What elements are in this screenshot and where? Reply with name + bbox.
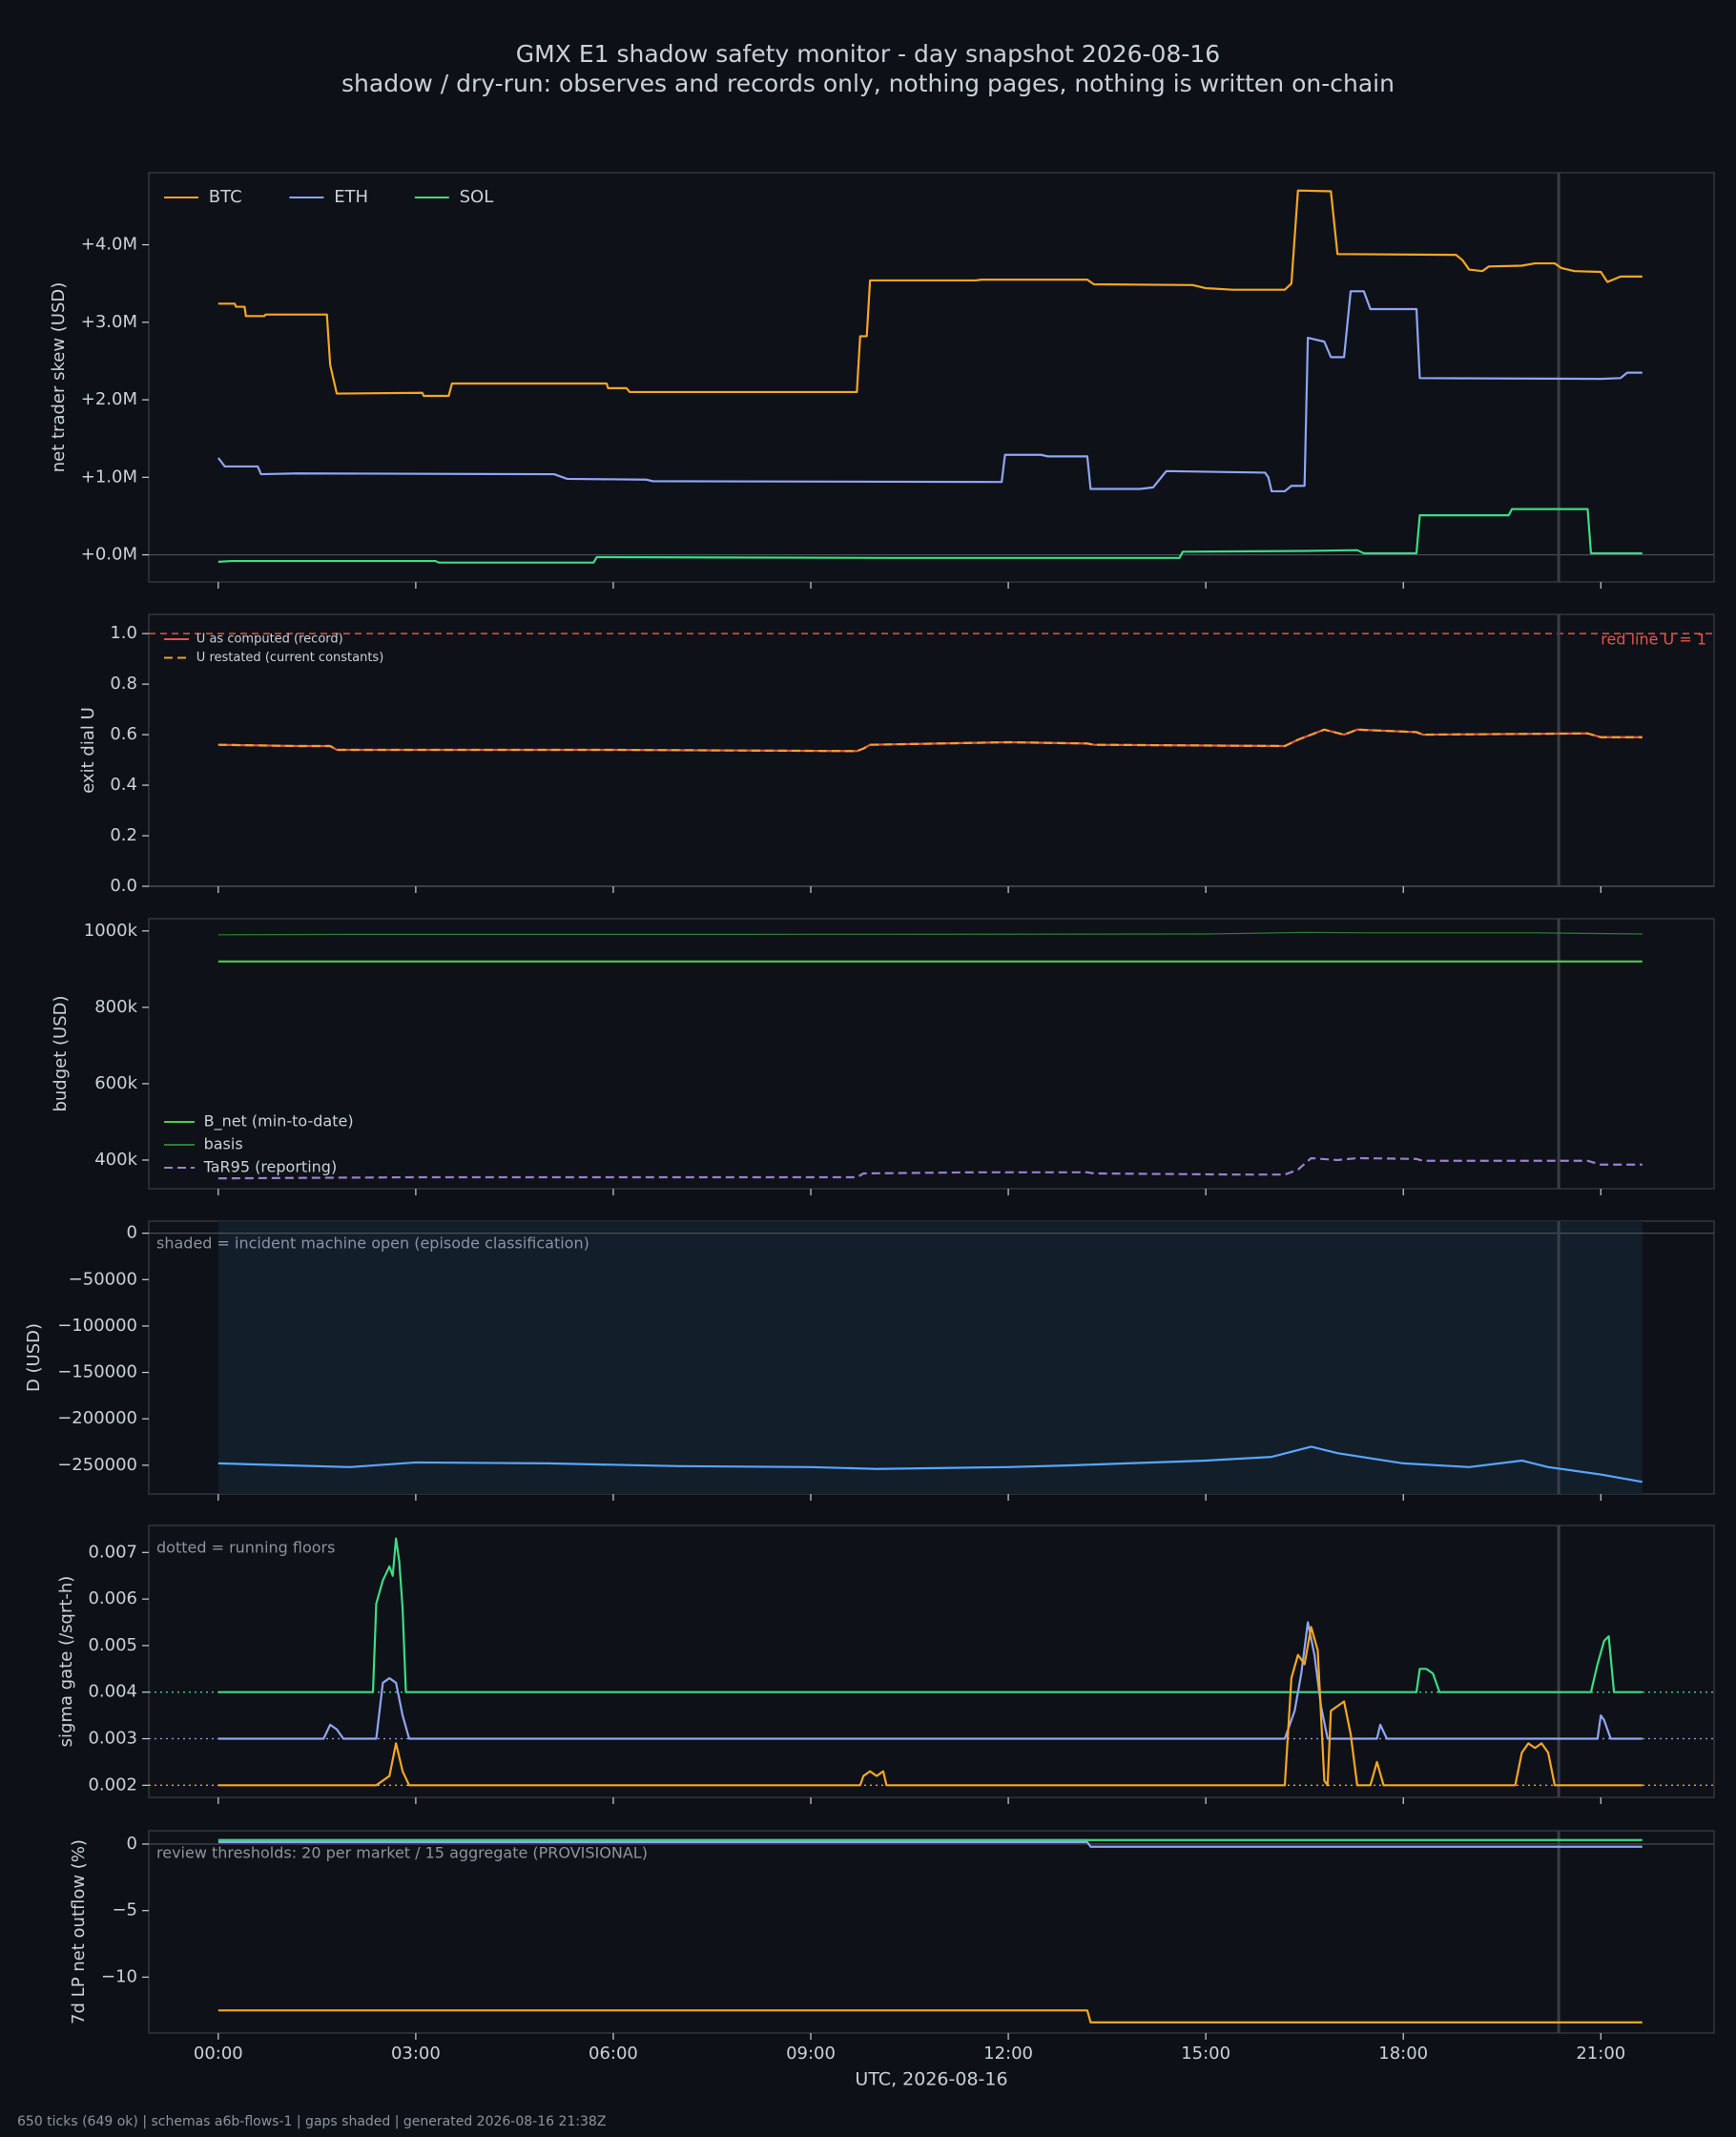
y-tick-label: −5	[112, 1900, 137, 1920]
y-axis-label: exit dial U	[78, 707, 98, 794]
x-tick-label: 18:00	[1378, 2044, 1428, 2064]
legend-label: ETH	[334, 187, 368, 207]
series-line	[217, 1445, 1643, 1483]
y-tick-label: +2.0M	[81, 389, 137, 409]
y-tick-label: 0.003	[88, 1729, 137, 1749]
y-tick-label: 1.0	[110, 623, 137, 643]
x-tick-label: 03:00	[391, 2044, 441, 2064]
series-line	[217, 1840, 1643, 1848]
y-tick-label: 0.0	[110, 876, 137, 896]
y-tick-label: −150000	[57, 1362, 137, 1382]
footer: 650 ticks (649 ok) | schemas a6b-flows-1…	[17, 2114, 606, 2129]
y-tick-label: 0.8	[110, 674, 137, 694]
y-tick-label: −200000	[57, 1408, 137, 1428]
y-axis-label: D (USD)	[24, 1323, 44, 1392]
y-tick-label: −100000	[57, 1316, 137, 1336]
legend-label: B_net (min-to-date)	[204, 1112, 354, 1131]
axes-frame	[148, 918, 1715, 1190]
reference-label: red line U = 1	[1601, 631, 1706, 649]
annotation: shaded = incident machine open (episode …	[156, 1234, 589, 1253]
y-tick-label: 600k	[94, 1073, 137, 1093]
panel: 400k 600k 800k 1000k B_net (min-to-date) basi…	[51, 918, 1715, 1195]
axes-frame	[148, 1830, 1715, 2034]
series-line	[217, 1626, 1643, 1787]
y-tick-label: 0.4	[110, 775, 137, 795]
y-tick-label: 0	[127, 1223, 137, 1243]
y-tick-label: 0.006	[88, 1588, 137, 1608]
y-tick-label: 1000k	[84, 921, 138, 941]
panel: −10 −5 0 review thresholds: 20 per market /…	[69, 1830, 1715, 2040]
legend-label: U as computed (record)	[196, 633, 343, 647]
y-tick-label: +3.0M	[81, 312, 137, 332]
y-tick-label: +4.0M	[81, 235, 137, 255]
x-tick-label: 12:00	[983, 2044, 1033, 2064]
legend-label: TaR95 (reporting)	[203, 1158, 338, 1176]
x-axis-label: UTC, 2026-08-16	[855, 2069, 1007, 2090]
series-line	[217, 1621, 1643, 1740]
legend-label: U restated (current constants)	[196, 651, 383, 665]
x-tick-label: 15:00	[1181, 2044, 1230, 2064]
series-line	[217, 728, 1643, 753]
y-tick-label: 0.2	[110, 825, 137, 845]
series-line	[217, 508, 1643, 564]
legend-label: SOL	[460, 187, 494, 207]
y-tick-label: 400k	[94, 1150, 137, 1170]
legend-label: basis	[204, 1135, 243, 1153]
x-tick-label: 21:00	[1576, 2044, 1625, 2064]
x-tick-label: 00:00	[194, 2044, 243, 2064]
y-axis-label: net trader skew (USD)	[49, 282, 69, 473]
y-tick-label: −50000	[69, 1269, 137, 1289]
panel: 0.002 0.003 0.004 0.005 0.006 0.007 dotted = r…	[56, 1525, 1715, 1804]
series-line	[217, 931, 1643, 936]
y-tick-label: −10	[101, 1966, 137, 1986]
panel: +0.0M +1.0M +2.0M +3.0M +4.0M BTC ETH SOL net tr…	[49, 172, 1715, 589]
series-line	[217, 189, 1643, 398]
y-axis-label: sigma gate (/sqrt-h)	[56, 1576, 76, 1748]
panel: 0.0 0.2 0.4 0.6 0.8 1.0 red line U = 1 U as com…	[78, 613, 1715, 896]
axes-frame	[148, 1525, 1715, 1798]
y-tick-label: +1.0M	[81, 467, 137, 487]
y-tick-label: 0	[127, 1834, 137, 1854]
series-line	[217, 1156, 1643, 1180]
series-line	[217, 290, 1643, 493]
annotation: dotted = running floors	[156, 1539, 335, 1557]
y-tick-label: −250000	[57, 1455, 137, 1475]
y-tick-label: 0.007	[88, 1542, 137, 1562]
y-tick-label: +0.0M	[81, 545, 137, 565]
annotation: review thresholds: 20 per market / 15 ag…	[156, 1844, 648, 1862]
y-tick-label: 0.6	[110, 724, 137, 744]
x-tick-label: 06:00	[589, 2044, 638, 2064]
shaded-span	[217, 1221, 1643, 1494]
series-line	[217, 1537, 1643, 1693]
y-tick-label: 0.002	[88, 1774, 137, 1795]
subtitle: shadow / dry-run: observes and records o…	[341, 70, 1395, 97]
y-tick-label: 0.004	[88, 1682, 137, 1702]
y-tick-label: 800k	[94, 997, 137, 1017]
y-tick-label: 0.005	[88, 1635, 137, 1655]
legend-label: BTC	[209, 187, 242, 207]
y-axis-label: budget (USD)	[51, 995, 71, 1111]
x-tick-label: 09:00	[786, 2044, 836, 2064]
y-axis-label: 7d LP net outflow (%)	[69, 1839, 89, 2024]
series-line	[217, 2009, 1643, 2023]
title: GMX E1 shadow safety monitor - day snaps…	[516, 40, 1220, 68]
panel: −250000 −200000 −150000 −100000 −50000 0 shade…	[24, 1220, 1715, 1501]
